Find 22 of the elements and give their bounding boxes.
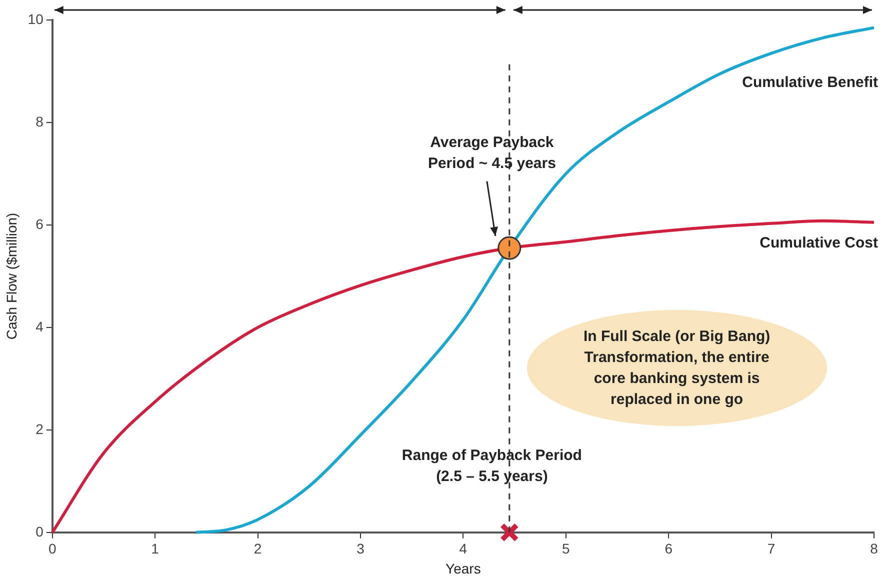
x-tick-label: 2 bbox=[254, 540, 262, 557]
annotation: In Full Scale (or Big Bang) Transformation, the entire core banking system is replaced in one go bbox=[582, 327, 772, 410]
annotation: Range of Payback Period (2.5 – 5.5 years) bbox=[400, 446, 583, 487]
x-tick-label: 1 bbox=[151, 540, 160, 557]
y-tick-label: 6 bbox=[36, 216, 44, 232]
annotation: Average Payback Period ~ 4.5 years bbox=[426, 133, 557, 174]
series-label: Cumulative Cost bbox=[760, 234, 878, 252]
x-tick-label: 7 bbox=[767, 540, 776, 557]
y-tick-label: 0 bbox=[36, 523, 44, 540]
x-tick-label: 4 bbox=[459, 540, 468, 557]
x-tick-label: 0 bbox=[48, 540, 56, 557]
y-tick-label: 2 bbox=[36, 420, 44, 437]
y-tick-label: 8 bbox=[36, 113, 44, 130]
y-tick-label: 4 bbox=[36, 318, 44, 334]
y-tick-label: 10 bbox=[28, 10, 44, 27]
x-tick-label: 6 bbox=[664, 540, 673, 557]
x-tick-label: 3 bbox=[356, 540, 365, 557]
y-axis-title: Cash Flow ($million) bbox=[3, 212, 20, 340]
x-tick-label: 5 bbox=[562, 540, 570, 557]
x-tick-label: 8 bbox=[870, 540, 878, 557]
x-axis-title: Years bbox=[446, 560, 481, 576]
series-label: Cumulative Benefit bbox=[742, 74, 878, 91]
